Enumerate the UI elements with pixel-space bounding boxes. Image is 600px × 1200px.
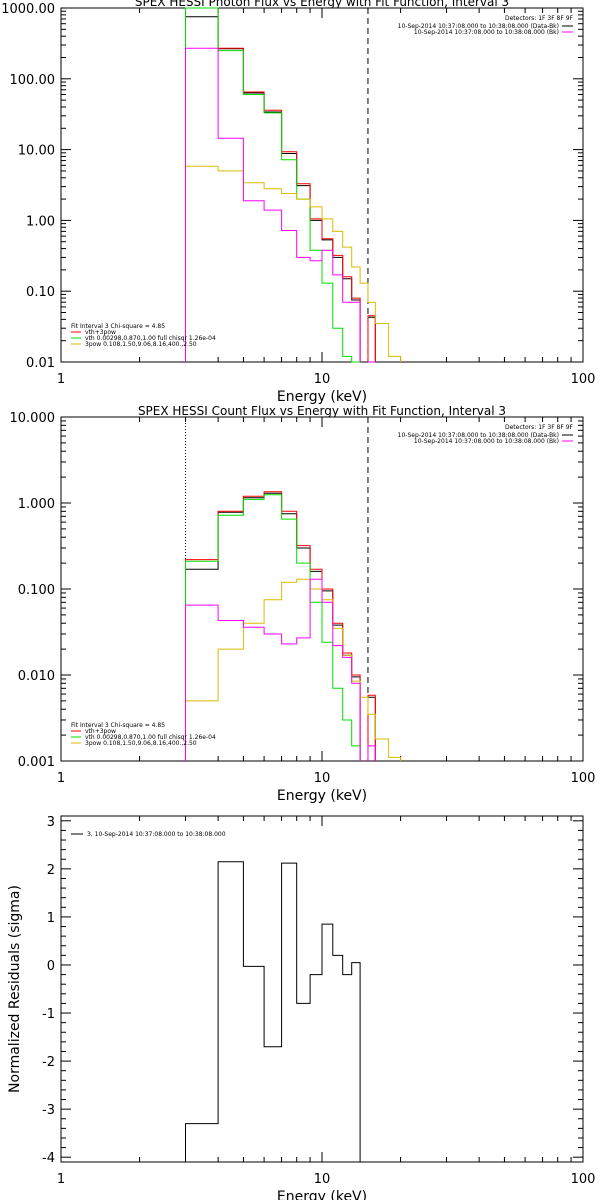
fit-legend-header: Fit Interval 3 Chi-square = 4.85 [71, 323, 165, 330]
x-tick-label: 100 [571, 372, 596, 387]
y-tick-label: 0 [47, 959, 55, 974]
series-data-bk [185, 16, 376, 362]
series-data-bk [185, 492, 376, 761]
series-vth-3pow [185, 491, 376, 761]
count-flux-panel: SPEX HESSI Count Flux vs Energy with Fit… [10, 404, 596, 804]
y-axis-label: Normalized Residuals (sigma) [7, 885, 23, 1093]
legend-entry-label: 10-Sep-2014 10:37:08.000 to 10:38:08.000… [398, 23, 559, 30]
y-tick-label: 1 [47, 911, 55, 926]
residuals-panel: 1 10 100 Energy (keV) -4 -3 -2 -1 0 1 2 3 Normalized… [7, 815, 595, 1200]
y-tick-label: 1000.00 [1, 2, 55, 17]
x-tick-label: 100 [571, 771, 596, 786]
y-tick-label: 0.10 [26, 285, 55, 300]
y-tick-label: 0.100 [18, 583, 55, 598]
plot-frame [60, 815, 584, 1163]
fit-legend-label: 3pow 0.108,1.50,9.06,8.16,400.,2.50 [85, 740, 197, 747]
y-tick-label: 2 [47, 863, 55, 878]
y-tick-label: -3 [42, 1103, 55, 1118]
legend-header: Detectors: 1F 3F 8F 9F [505, 15, 574, 22]
fit-legend-header: Fit Interval 3 Chi-square = 4.85 [71, 722, 165, 729]
y-tick-label: 3 [47, 815, 55, 830]
x-tick-label: 10 [314, 372, 331, 387]
x-axis-label: Energy (keV) [277, 788, 367, 804]
fit-legend-label: vth 0.00298,0.870,1.00 full chisqr 1.26e… [85, 335, 216, 342]
series-bk [185, 578, 376, 761]
fit-legend-label: vth 0.00298,0.870,1.00 full chisqr 1.26e… [85, 734, 216, 741]
fit-legend-label: 3pow 0.108,1.50,9.06,8.16,400.,2.50 [85, 341, 197, 348]
x-axis-label: Energy (keV) [277, 389, 367, 405]
legend-label: 3, 10-Sep-2014 10:37:08.000 to 10:38:08.… [87, 831, 226, 838]
y-tick-label: 10.000 [10, 411, 56, 426]
x-tick-label: 1 [57, 771, 65, 786]
y-tick-label: 0.01 [26, 356, 55, 371]
plot-frame [60, 7, 584, 363]
y-tick-label: 10.00 [18, 144, 55, 159]
y-tick-label: 1.00 [26, 214, 55, 229]
x-tick-label: 1 [57, 372, 65, 387]
x-tick-label: 100 [571, 1172, 596, 1187]
legend-entry-label: 10-Sep-2014 10:37:08.000 to 10:38:08.000… [414, 29, 559, 36]
legend-header: Detectors: 1F 3F 8F 9F [505, 424, 574, 431]
y-tick-label: 100.00 [10, 73, 56, 88]
x-axis-label: Energy (keV) [277, 1189, 367, 1200]
series-bk [185, 47, 376, 363]
series-3pow [185, 578, 402, 761]
series-residuals [185, 861, 361, 1162]
x-tick-label: 10 [314, 1172, 331, 1187]
y-tick-label: -4 [42, 1151, 55, 1166]
fit-legend-label: vth+3pow [85, 728, 116, 735]
x-tick-label: 10 [314, 771, 331, 786]
y-tick-label: 1.000 [18, 497, 55, 512]
series-3pow [185, 165, 402, 362]
x-tick-label: 1 [57, 1172, 65, 1187]
fit-legend-label: vth+3pow [85, 329, 116, 336]
chart-title: SPEX HESSI Photon Flux vs Energy with Fi… [135, 0, 509, 9]
y-tick-label: -1 [42, 1007, 55, 1022]
chart-title: SPEX HESSI Count Flux vs Energy with Fit… [138, 404, 506, 418]
y-tick-label: 0.001 [18, 755, 55, 770]
legend-entry-label: 10-Sep-2014 10:37:08.000 to 10:38:08.000… [414, 438, 559, 445]
series-vth [185, 494, 361, 761]
series-vth [185, 7, 361, 363]
series-vth-3pow [185, 7, 376, 362]
legend-entry-label: 10-Sep-2014 10:37:08.000 to 10:38:08.000… [398, 432, 559, 439]
y-tick-label: -2 [42, 1055, 55, 1070]
photon-flux-panel: SPEX HESSI Photon Flux vs Energy with Fi… [1, 0, 595, 405]
y-tick-label: 0.010 [18, 669, 55, 684]
